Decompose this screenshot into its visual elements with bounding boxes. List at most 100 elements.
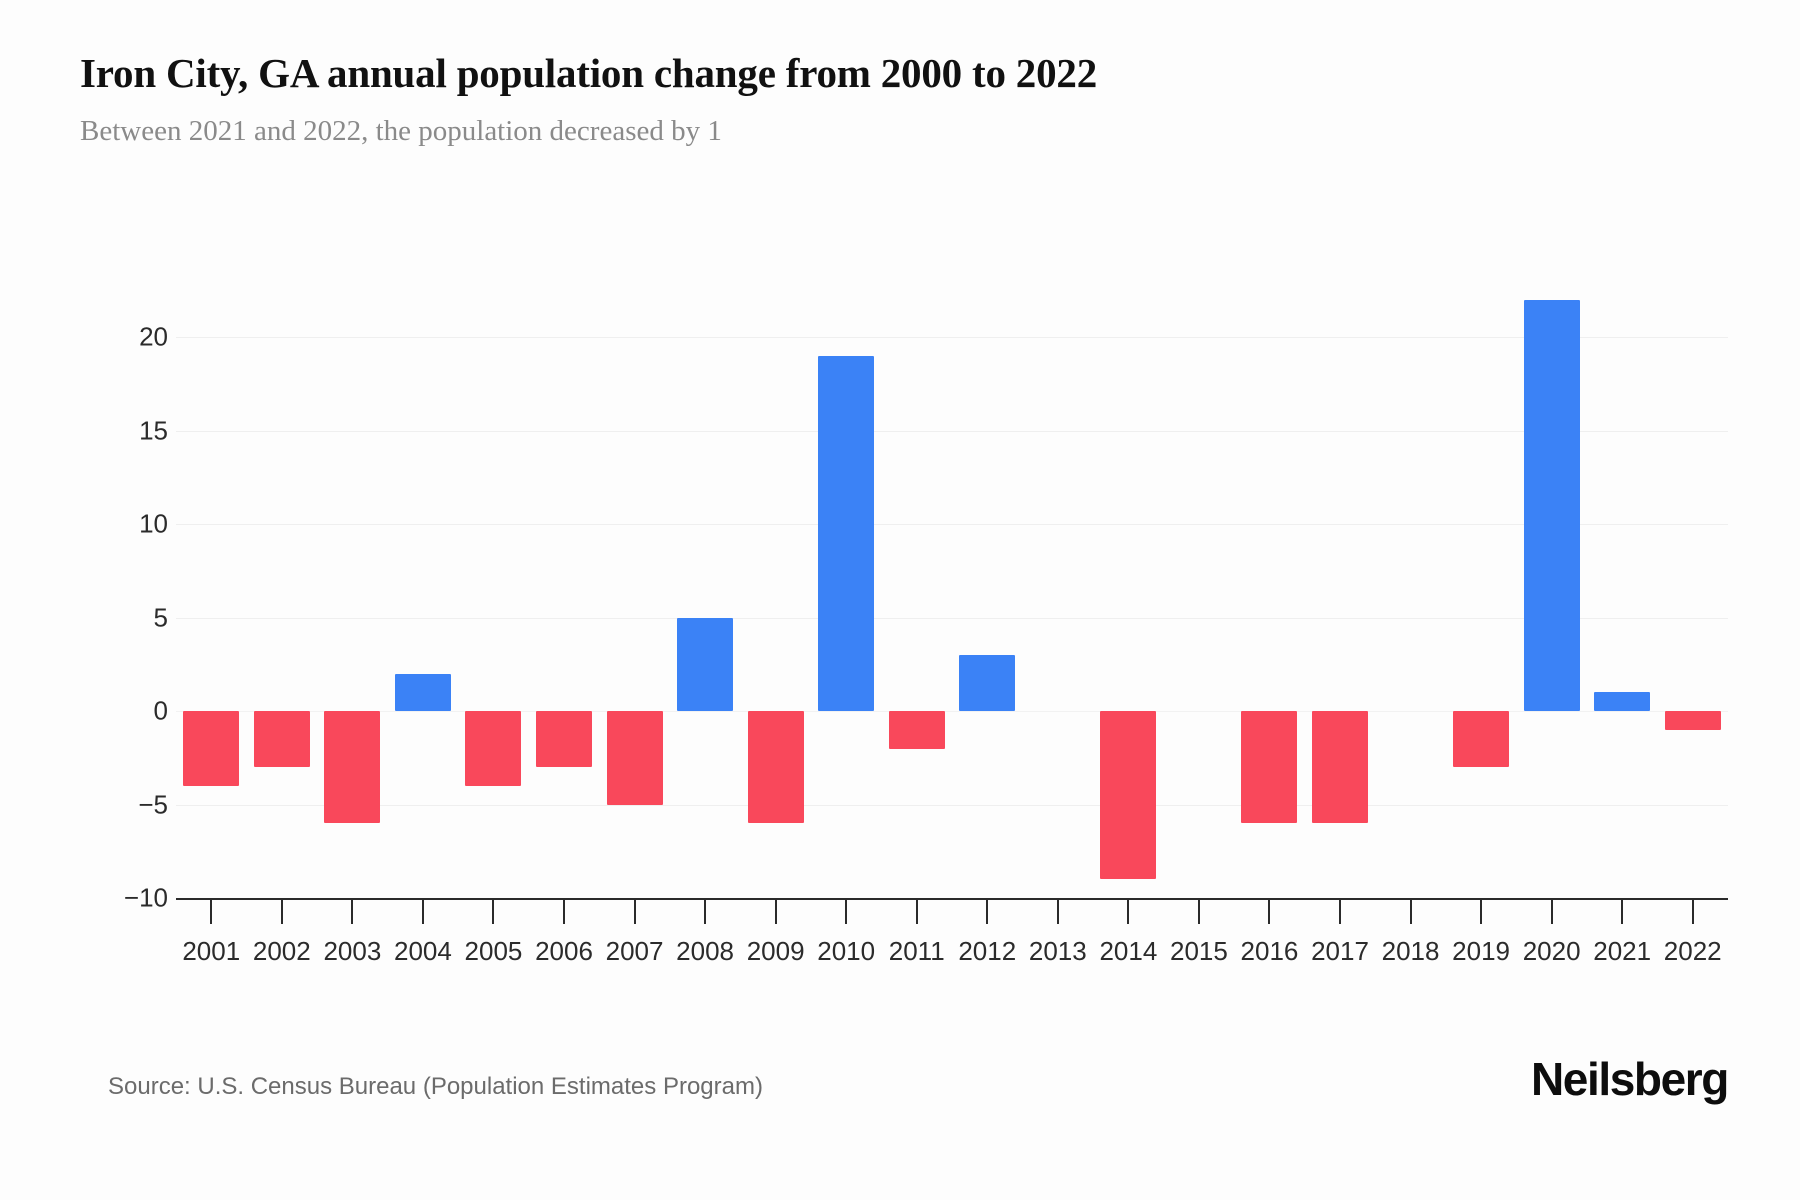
x-axis-tick	[774, 900, 777, 924]
bar-slot	[529, 300, 600, 898]
bar-slot	[952, 300, 1023, 898]
x-axis-tick-label: 2021	[1593, 936, 1652, 966]
x-axis-tick-label: 2012	[958, 936, 1017, 966]
x-axis-tick-label: 2002	[252, 936, 311, 966]
gridline-10	[176, 524, 1728, 526]
chart-subtitle: Between 2021 and 2022, the population de…	[80, 115, 722, 148]
x-axis-tick-label: 2020	[1522, 936, 1581, 966]
x-axis-tick-label: 2008	[676, 936, 734, 966]
bar[interactable]	[253, 711, 310, 768]
y-axis-tick-label: 0	[153, 695, 168, 726]
x-axis-tick	[1339, 900, 1341, 924]
bar-slot	[1657, 300, 1728, 898]
bar-slot	[1375, 300, 1446, 898]
x-axis-tick	[1127, 900, 1130, 924]
bar[interactable]	[535, 711, 592, 768]
x-axis-tick-label: 2003	[323, 936, 382, 966]
plot-area	[176, 300, 1728, 899]
bar-slot	[317, 300, 388, 898]
bar[interactable]	[394, 673, 451, 712]
x-axis-tick	[563, 900, 565, 924]
x-axis-tick	[915, 900, 918, 924]
x-axis-tick-label: 2011	[888, 936, 945, 966]
x-axis-tick	[1480, 900, 1483, 924]
x-axis-tick-label: 2016	[1240, 936, 1299, 966]
bar[interactable]	[1453, 711, 1510, 768]
bar[interactable]	[1100, 711, 1157, 880]
gridline-15	[176, 430, 1728, 432]
x-axis-tick-label: 2022	[1663, 936, 1722, 966]
x-axis-tick	[704, 900, 707, 924]
page-title: Iron City, GA annual population change f…	[80, 50, 1098, 96]
bar-slot	[881, 300, 952, 898]
bar-slot	[811, 300, 882, 898]
bar-slot	[247, 300, 318, 898]
bar[interactable]	[183, 711, 240, 786]
x-axis-tick-label: 2010	[817, 936, 876, 966]
x-axis-tick	[421, 900, 424, 924]
bar-slot	[670, 300, 741, 898]
bar-slot	[1093, 300, 1164, 898]
bar[interactable]	[747, 711, 804, 824]
source-note: Source: U.S. Census Bureau (Population E…	[108, 1073, 763, 1100]
gridline-5	[176, 617, 1728, 619]
x-axis-tick-label: 2013	[1028, 936, 1087, 966]
x-axis-tick	[986, 900, 989, 924]
x-axis-tick-label: 2005	[464, 936, 523, 966]
x-axis-tick	[1691, 900, 1694, 924]
x-axis-tick	[492, 900, 495, 924]
x-axis-tick	[633, 900, 636, 924]
y-axis-tick-label: 20	[139, 321, 168, 352]
y-axis-tick-label: 10	[139, 508, 168, 539]
bar[interactable]	[888, 711, 945, 749]
gridline--5	[176, 804, 1728, 806]
bar-slot	[1446, 300, 1517, 898]
bar-slot	[1164, 300, 1235, 898]
bar-slot	[1305, 300, 1376, 898]
bar-slot	[1234, 300, 1305, 898]
x-axis-tick-label: 2019	[1452, 936, 1510, 966]
bar[interactable]	[677, 617, 734, 712]
brand-logo: Neilsberg	[1530, 1053, 1729, 1105]
bar-slot	[1516, 300, 1587, 898]
bar-slot	[1587, 300, 1658, 898]
bar-slot	[458, 300, 529, 898]
x-axis-tick-label: 2007	[605, 936, 664, 966]
bar[interactable]	[959, 655, 1016, 712]
gridline-0	[176, 711, 1728, 713]
x-axis-tick	[210, 900, 213, 924]
bar-slot	[388, 300, 459, 898]
bar[interactable]	[606, 711, 663, 805]
y-axis-tick-label: 5	[153, 602, 168, 633]
x-axis-tick-label: 2014	[1099, 936, 1158, 966]
x-axis-tick-label: 2006	[535, 936, 593, 966]
bar[interactable]	[465, 711, 522, 786]
bar[interactable]	[1523, 300, 1580, 712]
bar[interactable]	[1664, 711, 1721, 730]
x-axis-tick	[1056, 900, 1059, 924]
bar[interactable]	[1311, 711, 1368, 824]
y-axis-tick-label: −10	[123, 882, 168, 913]
bar[interactable]	[1241, 711, 1298, 824]
x-axis-tick-label: 2015	[1169, 936, 1228, 966]
x-axis-tick-label: 2018	[1381, 936, 1440, 966]
x-axis-tick	[1550, 900, 1553, 924]
x-axis-tick-label: 2009	[746, 936, 805, 966]
bar[interactable]	[1594, 692, 1651, 712]
x-axis-tick	[1197, 900, 1200, 924]
bar-slot	[740, 300, 811, 898]
x-axis-tick-label: 2004	[393, 936, 452, 966]
y-axis-tick-label: −5	[138, 789, 168, 820]
bar-slot	[176, 300, 247, 898]
bar[interactable]	[818, 356, 875, 712]
bar-slot	[1023, 300, 1094, 898]
chart-header: Iron City, GA annual population change f…	[80, 48, 1720, 151]
x-axis-line	[176, 898, 1728, 900]
bar[interactable]	[324, 711, 381, 824]
x-axis-tick	[1621, 900, 1624, 924]
y-axis-tick-label: 15	[139, 415, 168, 446]
bar-slot	[599, 300, 670, 898]
x-axis-tick-label: 2017	[1311, 936, 1369, 966]
